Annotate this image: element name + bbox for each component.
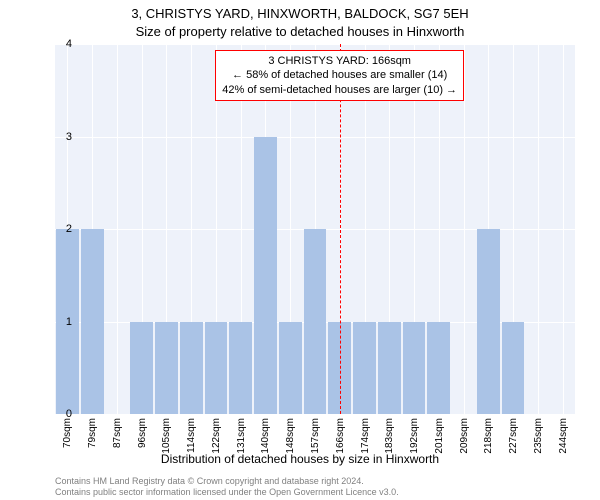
gridline-v	[563, 44, 564, 414]
histogram-bar	[130, 322, 153, 415]
chart-title: 3, CHRISTYS YARD, HINXWORTH, BALDOCK, SG…	[0, 6, 600, 21]
x-tick-label: 183sqm	[384, 418, 395, 454]
info-box: 3 CHRISTYS YARD: 166sqm← 58% of detached…	[215, 50, 464, 101]
y-tick-label: 1	[57, 316, 72, 328]
x-tick-label: 79sqm	[87, 418, 98, 448]
info-box-line: ← 58% of detached houses are smaller (14…	[222, 68, 457, 82]
x-tick-label: 87sqm	[112, 418, 123, 448]
histogram-bar	[254, 137, 277, 415]
x-tick-label: 131sqm	[236, 418, 247, 454]
histogram-bar	[378, 322, 401, 415]
x-tick-label: 227sqm	[508, 418, 519, 454]
x-tick-label: 70sqm	[62, 418, 73, 448]
x-tick-label: 148sqm	[285, 418, 296, 454]
histogram-bar	[427, 322, 450, 415]
x-tick-label: 140sqm	[260, 418, 271, 454]
x-tick-label: 174sqm	[360, 418, 371, 454]
y-tick-label: 2	[57, 223, 72, 235]
attribution-line: Contains HM Land Registry data © Crown c…	[55, 476, 399, 487]
x-tick-label: 105sqm	[161, 418, 172, 454]
x-tick-label: 157sqm	[310, 418, 321, 454]
x-tick-label: 235sqm	[533, 418, 544, 454]
histogram-bar	[155, 322, 178, 415]
plot-area: 3 CHRISTYS YARD: 166sqm← 58% of detached…	[55, 44, 575, 414]
histogram-bar	[205, 322, 228, 415]
histogram-bar	[403, 322, 426, 415]
histogram-bar	[477, 229, 500, 414]
histogram-bar	[229, 322, 252, 415]
y-tick-label: 4	[57, 38, 72, 50]
x-tick-label: 209sqm	[459, 418, 470, 454]
x-tick-label: 122sqm	[211, 418, 222, 454]
histogram-bar	[304, 229, 327, 414]
x-tick-label: 166sqm	[335, 418, 346, 454]
histogram-bar	[279, 322, 302, 415]
x-tick-label: 114sqm	[186, 418, 197, 453]
chart-subtitle: Size of property relative to detached ho…	[0, 24, 600, 39]
histogram-bar	[353, 322, 376, 415]
info-box-line: 42% of semi-detached houses are larger (…	[222, 83, 457, 97]
gridline-h	[55, 414, 575, 415]
histogram-bar	[502, 322, 525, 415]
histogram-bar	[180, 322, 203, 415]
x-tick-label: 218sqm	[483, 418, 494, 454]
x-tick-label: 96sqm	[137, 418, 148, 448]
gridline-v	[538, 44, 539, 414]
x-axis-label: Distribution of detached houses by size …	[0, 452, 600, 466]
gridline-v	[117, 44, 118, 414]
attribution-line: Contains public sector information licen…	[55, 487, 399, 498]
y-tick-label: 3	[57, 131, 72, 143]
attribution: Contains HM Land Registry data © Crown c…	[55, 476, 399, 498]
info-box-line: 3 CHRISTYS YARD: 166sqm	[222, 54, 457, 68]
x-tick-label: 201sqm	[434, 418, 445, 454]
histogram-bar	[81, 229, 104, 414]
x-tick-label: 244sqm	[558, 418, 569, 454]
x-tick-label: 192sqm	[409, 418, 420, 454]
chart-container: 3, CHRISTYS YARD, HINXWORTH, BALDOCK, SG…	[0, 0, 600, 500]
